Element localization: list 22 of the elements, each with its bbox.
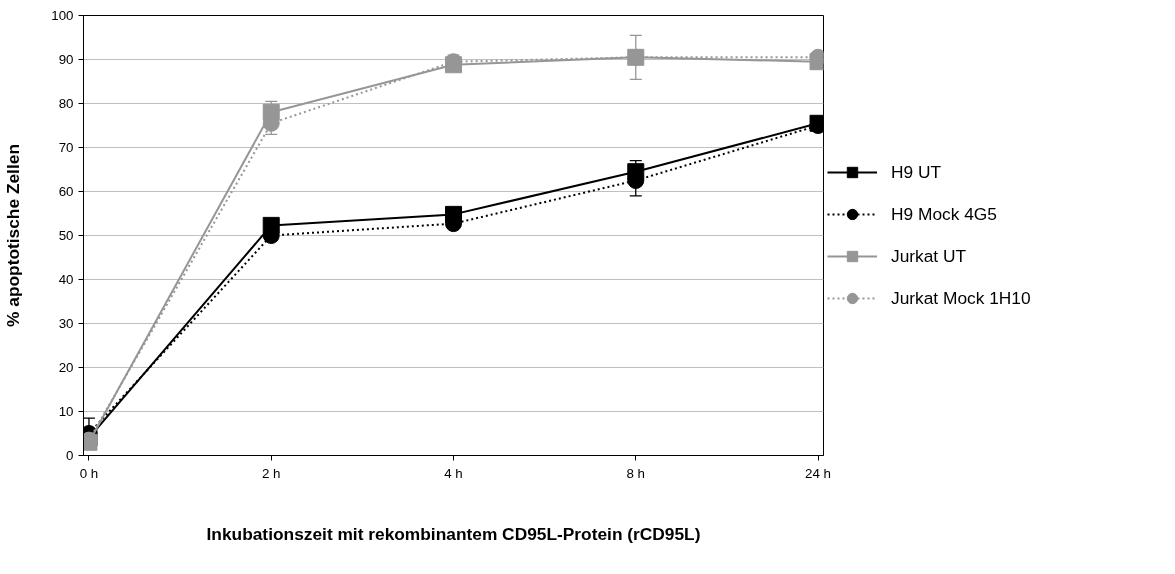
y-tick-label: 30 bbox=[58, 316, 74, 331]
x-tick-label: 24 h bbox=[805, 465, 832, 481]
x-axis-title: Inkubationszeit mit rekombinantem CD95L-Protein (rCD95L) bbox=[206, 523, 701, 544]
legend-label: Jurkat Mock 1H10 bbox=[891, 287, 1031, 309]
y-tick-label: 20 bbox=[58, 360, 74, 375]
legend-label: H9 Mock 4G5 bbox=[891, 203, 997, 225]
y-tick-label: 100 bbox=[51, 8, 74, 23]
y-axis-title: % apoptotische Zellen bbox=[3, 144, 24, 327]
x-tick-label: 8 h bbox=[626, 465, 646, 481]
x-tick-label: 0 h bbox=[79, 465, 99, 481]
y-tick-label: 80 bbox=[58, 96, 74, 111]
legend-label: Jurkat UT bbox=[891, 245, 967, 267]
x-tick-label: 2 h bbox=[261, 465, 281, 481]
y-tick-label: 40 bbox=[58, 272, 74, 287]
legend-label: H9 UT bbox=[891, 161, 942, 183]
y-tick-label: 60 bbox=[58, 184, 74, 199]
y-tick-label: 90 bbox=[58, 52, 74, 67]
y-tick-label: 10 bbox=[58, 404, 74, 419]
x-tick-label: 4 h bbox=[444, 465, 463, 481]
y-tick-label: 70 bbox=[58, 140, 74, 155]
y-tick-label: 0 bbox=[66, 448, 74, 463]
y-tick-label: 50 bbox=[58, 228, 74, 243]
